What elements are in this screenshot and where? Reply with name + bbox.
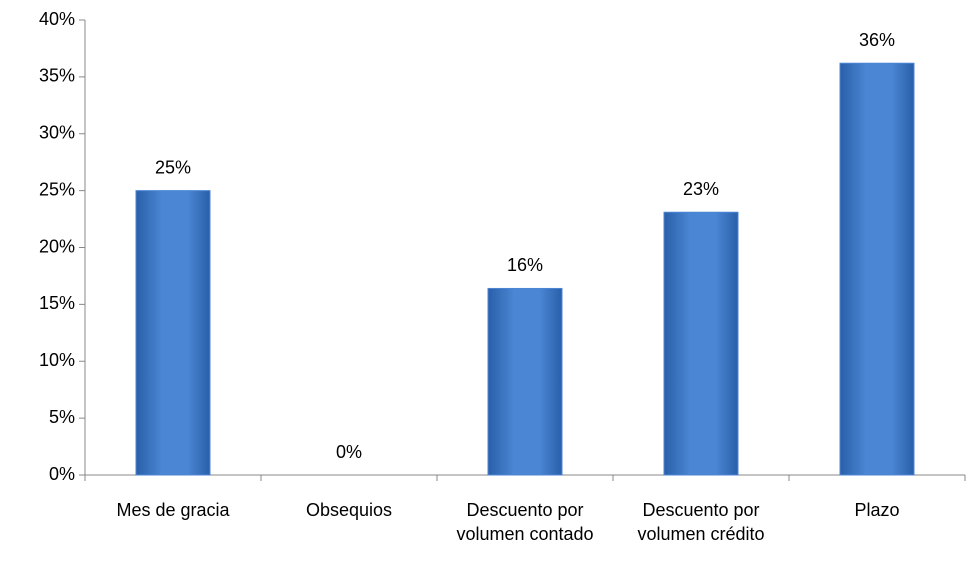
value-label: 23% <box>683 179 719 199</box>
x-tick-label: Mes de gracia <box>116 500 230 520</box>
x-tick-label: Descuento por volumen contado <box>456 500 594 544</box>
y-tick-label: 20% <box>39 236 75 256</box>
bar <box>663 211 739 476</box>
x-tick-label: Obsequios <box>305 500 393 520</box>
y-tick-label: 0% <box>49 464 75 484</box>
value-label: 36% <box>859 30 895 50</box>
y-tick-label: 30% <box>39 123 75 143</box>
y-tick-label: 15% <box>39 293 75 313</box>
value-label: 16% <box>507 255 543 275</box>
y-tick-label: 35% <box>39 66 75 86</box>
y-tick-label: 10% <box>39 350 75 370</box>
x-tick-label: Plazo <box>854 500 900 520</box>
value-label: 0% <box>336 442 362 462</box>
y-tick-label: 25% <box>39 179 75 199</box>
y-tick-label: 40% <box>39 9 75 29</box>
x-tick-label: Descuento por volumen crédito <box>637 500 765 544</box>
value-label: 25% <box>155 157 191 177</box>
bar <box>487 287 563 476</box>
y-tick-label: 5% <box>49 407 75 427</box>
bar <box>135 190 211 476</box>
bar <box>839 62 915 476</box>
